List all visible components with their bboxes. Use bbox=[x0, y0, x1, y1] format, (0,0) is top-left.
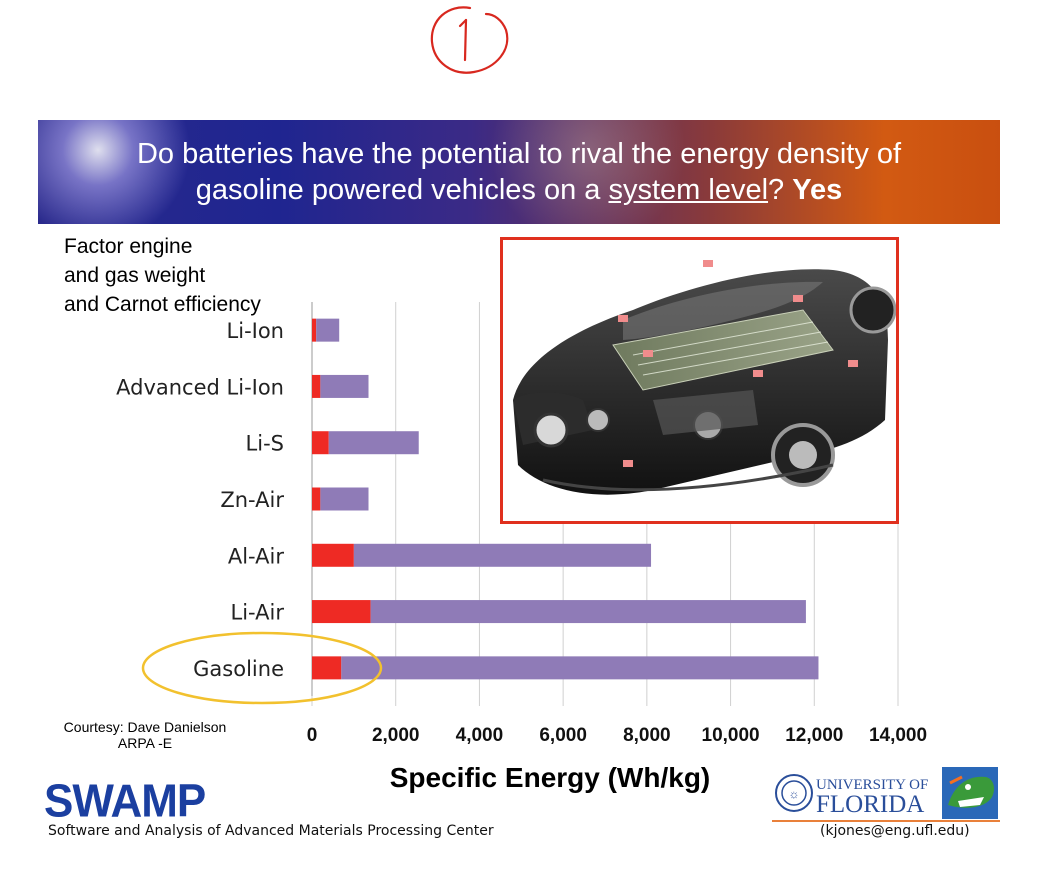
bar-segment bbox=[312, 374, 321, 398]
car-cutaway-illustration bbox=[513, 260, 896, 495]
bar-segment bbox=[312, 600, 371, 624]
swamp-subtitle: Software and Analysis of Advanced Materi… bbox=[48, 823, 494, 839]
note-line-3: and Carnot efficiency bbox=[64, 293, 261, 316]
uf-logo-line-1: UNIVERSITY OF bbox=[816, 777, 928, 793]
university-of-florida-logo: ☼ UNIVERSITY OF FLORIDA bbox=[775, 767, 998, 819]
bar-segment bbox=[312, 431, 329, 455]
handwritten-circled-one bbox=[430, 6, 509, 74]
category-label: Zn-Air bbox=[220, 488, 284, 512]
x-tick-label: 2,000 bbox=[372, 725, 420, 746]
chart-labels: 0 2,000 4,000 6,000 8,000 10,000 12,000 14,000 L… bbox=[116, 319, 927, 746]
bar-segment bbox=[312, 318, 317, 342]
x-axis-title: Specific Energy (Wh/kg) bbox=[389, 762, 711, 793]
x-tick-label: 4,000 bbox=[456, 725, 504, 746]
footer-divider-line bbox=[772, 820, 1000, 822]
uf-logo-line-2: FLORIDA bbox=[816, 791, 924, 818]
banner-line-1: Do batteries have the potential to rival… bbox=[136, 138, 902, 170]
x-tick-label: 10,000 bbox=[702, 725, 760, 746]
x-tick-label: 6,000 bbox=[539, 725, 587, 746]
banner-question-mark: ? bbox=[768, 174, 793, 206]
category-label: Al-Air bbox=[228, 544, 285, 568]
courtesy-line-1: Courtesy: Dave Danielson bbox=[63, 719, 227, 735]
banner-underlined-text: system level bbox=[608, 174, 769, 206]
x-tick-label: 0 bbox=[307, 725, 318, 746]
banner-answer: Yes bbox=[792, 174, 843, 206]
category-label: Gasoline bbox=[193, 657, 284, 681]
bar-segment bbox=[353, 543, 652, 567]
bar-segment bbox=[312, 543, 354, 567]
swamp-logo: SWAMP bbox=[44, 775, 206, 828]
category-label: Li-S bbox=[246, 432, 284, 456]
bar-segment bbox=[341, 656, 819, 680]
title-banner: Do batteries have the potential to rival… bbox=[38, 120, 1000, 224]
banner-line-2: gasoline powered vehicles on a system le… bbox=[38, 172, 1000, 208]
banner-line-2-text: gasoline powered vehicles on a bbox=[195, 174, 609, 206]
bar-segment bbox=[312, 487, 321, 511]
bar-segment bbox=[328, 431, 419, 455]
gasoline-highlight-ellipse bbox=[141, 631, 383, 705]
bar-segment bbox=[370, 600, 806, 624]
courtesy-note: Courtesy: Dave Danielson ARPA -E bbox=[40, 719, 250, 751]
chart-bars bbox=[312, 318, 819, 680]
category-label: Li-Air bbox=[231, 601, 285, 625]
banner-title: Do batteries have the potential to rival… bbox=[38, 136, 1000, 208]
x-tick-label: 12,000 bbox=[785, 725, 843, 746]
category-label: Advanced Li-Ion bbox=[116, 375, 284, 399]
contact-email: (kjones@eng.ufl.edu) bbox=[820, 823, 970, 839]
x-tick-label: 8,000 bbox=[623, 725, 671, 746]
bar-segment bbox=[320, 374, 369, 398]
electric-car-image bbox=[500, 237, 899, 524]
category-label: Li-Ion bbox=[227, 319, 284, 343]
x-tick-label: 14,000 bbox=[869, 725, 927, 746]
note-line-2: and gas weight bbox=[64, 264, 206, 287]
courtesy-line-2: ARPA -E bbox=[117, 735, 173, 751]
note-line-1: Factor engine bbox=[64, 235, 193, 258]
bar-segment bbox=[316, 318, 340, 342]
svg-text:☼: ☼ bbox=[789, 787, 800, 801]
factor-note: Factor engine and gas weight and Carnot … bbox=[64, 232, 324, 319]
bar-segment bbox=[320, 487, 369, 511]
bar-segment bbox=[312, 656, 342, 680]
